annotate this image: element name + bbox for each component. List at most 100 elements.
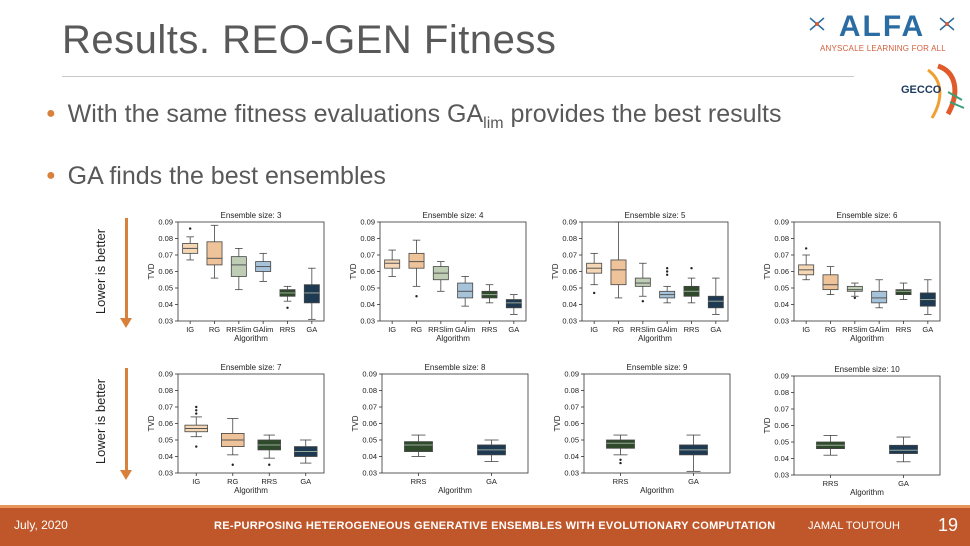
alfa-logo: ALFA <box>809 10 955 43</box>
title-divider <box>62 76 854 77</box>
boxplot-ensemble-5: Ensemble size: 5 0.03 0.04 0.05 0.06 0.07 0.08… <box>551 211 729 343</box>
y-axis-label: TVD <box>147 263 156 279</box>
chart-title: Ensemble size: 4 <box>423 211 484 220</box>
down-arrow-bottom-icon <box>125 368 128 470</box>
x-tick-label: RRS <box>482 325 498 334</box>
outlier-point <box>641 300 645 303</box>
chart-title: Ensemble size: 3 <box>221 211 282 220</box>
y-axis-label: TVD <box>553 415 562 431</box>
y-tick-label: 0.08 <box>158 386 173 395</box>
y-axis-label: TVD <box>551 263 560 279</box>
box-ga <box>679 434 708 472</box>
plot-frame <box>583 373 731 474</box>
y-axis-label: TVD <box>147 415 156 431</box>
bullet-1: ● With the same fitness evaluations GAlim… <box>46 100 782 133</box>
y-tick-label: 0.07 <box>158 403 173 412</box>
y-tick-label: 0.05 <box>774 284 789 293</box>
x-tick-label: GA <box>306 325 317 334</box>
outlier-point <box>231 463 234 466</box>
x-tick-label: RG <box>825 325 836 334</box>
gecco-logo-icon <box>927 63 965 119</box>
box-rrs <box>257 434 281 466</box>
x-tick-label: IG <box>388 325 396 334</box>
y-tick-label: 0.05 <box>158 284 173 293</box>
plot-frame <box>379 221 527 322</box>
x-tick-label: GA <box>922 325 933 334</box>
outlier-point <box>804 247 808 250</box>
box-galim <box>659 267 676 304</box>
y-tick-label: 0.04 <box>774 300 789 309</box>
box-ig <box>384 249 401 277</box>
box-rrs <box>404 434 433 457</box>
plot-frame <box>581 221 729 322</box>
x-axis-label: Algorithm <box>640 486 674 495</box>
footer-date: July, 2020 <box>14 518 68 532</box>
box-rg <box>408 239 425 298</box>
x-axis-label: Algorithm <box>638 334 672 343</box>
box-body <box>634 277 651 287</box>
x-tick-label: IG <box>192 477 200 486</box>
chart-title: Ensemble size: 9 <box>627 363 688 372</box>
footer-title: RE-PURPOSING HETEROGENEOUS GENERATIVE EN… <box>214 520 776 532</box>
down-arrowhead-bottom-icon <box>120 470 132 480</box>
y-tick-label: 0.06 <box>360 267 375 276</box>
y-tick-label: 0.03 <box>362 469 377 478</box>
x-tick-label: RRS <box>613 477 629 486</box>
outlier-point <box>665 267 669 270</box>
boxplot-ensemble-8: Ensemble size: 8 0.03 0.04 0.05 0.06 0.07 0.08… <box>351 363 529 495</box>
x-tick-label: RRS <box>280 325 296 334</box>
x-tick-label: RRS <box>411 477 427 486</box>
y-tick-label: 0.09 <box>774 218 789 227</box>
y-tick-label: 0.04 <box>564 452 579 461</box>
y-tick-label: 0.03 <box>158 317 173 326</box>
y-tick-label: 0.07 <box>158 251 173 260</box>
y-tick-label: 0.06 <box>158 267 173 276</box>
y-tick-label: 0.03 <box>562 317 577 326</box>
box-ga <box>919 279 936 315</box>
x-tick-label: GA <box>898 479 909 488</box>
gecco-logo-text: GECCO <box>901 84 942 96</box>
bullet-dot-icon: ● <box>46 167 56 184</box>
outlier-point <box>195 445 198 448</box>
y-axis-label: TVD <box>349 263 358 279</box>
box-rg <box>206 224 223 279</box>
box-rrs <box>481 284 498 304</box>
y-tick-label: 0.05 <box>362 436 377 445</box>
boxplot-ensemble-4: Ensemble size: 4 0.03 0.04 0.05 0.06 0.07 0.08… <box>349 211 527 343</box>
chart-title: Ensemble size: 6 <box>837 211 898 220</box>
plot-frame <box>177 373 325 474</box>
x-axis-label: Algorithm <box>850 334 884 343</box>
y-tick-label: 0.09 <box>564 370 579 379</box>
outlier-point <box>690 267 693 270</box>
x-tick-label: GAlim <box>253 325 273 334</box>
box-body <box>889 444 918 454</box>
y-tick-label: 0.03 <box>158 469 173 478</box>
y-tick-label: 0.06 <box>774 267 789 276</box>
box-rrslim <box>846 282 863 300</box>
y-tick-label: 0.05 <box>158 436 173 445</box>
boxplot-ensemble-3: Ensemble size: 3 0.03 0.04 0.05 0.06 0.07 0.08… <box>147 211 325 343</box>
x-tick-label: GA <box>508 325 519 334</box>
box-rrslim <box>634 262 651 303</box>
y-axis-label: TVD <box>351 415 360 431</box>
x-tick-label: GA <box>300 477 311 486</box>
box-rg <box>610 221 627 299</box>
bullet-2: ● GA finds the best ensembles <box>46 162 386 191</box>
x-tick-label: GAlim <box>455 325 475 334</box>
x-axis-label: Algorithm <box>436 334 470 343</box>
y-tick-label: 0.04 <box>158 452 173 461</box>
x-tick-label: IG <box>186 325 194 334</box>
chart-title: Ensemble size: 8 <box>425 363 486 372</box>
box-rrs <box>895 282 912 300</box>
y-tick-label: 0.06 <box>774 421 789 430</box>
bullet-2-text: GA finds the best ensembles <box>67 162 386 190</box>
alfa-logo-text: ALFA <box>839 10 925 43</box>
plot-frame <box>793 375 941 476</box>
y-tick-label: 0.06 <box>158 419 173 428</box>
y-tick-label: 0.09 <box>562 218 577 227</box>
plot-frame <box>793 221 941 322</box>
x-tick-label: RRSlim <box>428 325 453 334</box>
slide-title: Results. REO-GEN Fitness <box>62 18 557 62</box>
box-body <box>384 259 401 269</box>
y-tick-label: 0.05 <box>774 438 789 447</box>
